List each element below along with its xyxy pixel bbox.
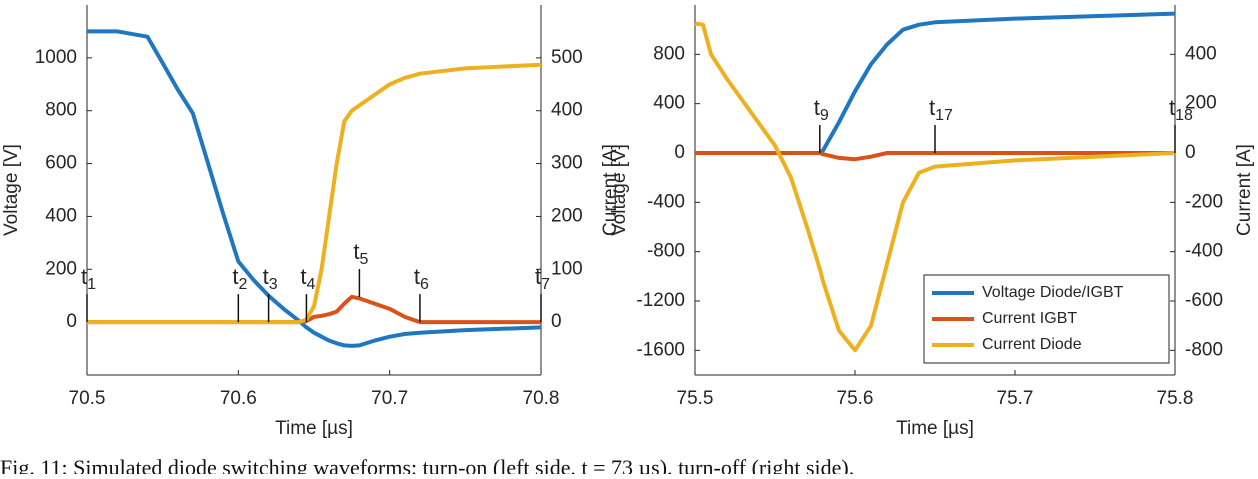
y-tick-label: 400	[45, 205, 77, 226]
annotation-text: t	[814, 95, 820, 120]
annotation-sub: 18	[1175, 107, 1193, 124]
annotation: t17	[929, 95, 953, 124]
x-axis-label: Time [µs]	[896, 418, 974, 439]
y2-tick-label: -200	[1185, 191, 1223, 212]
annotation: t2	[232, 264, 247, 293]
annotation-text: t	[300, 264, 306, 289]
series-line	[87, 29, 542, 348]
legend-label: Voltage Diode/IGBT	[982, 284, 1124, 301]
annotation-text: t	[535, 264, 541, 289]
y-tick-label: -800	[647, 241, 685, 262]
y2-tick-label: 400	[551, 100, 583, 121]
x-tick-label: 75.6	[837, 388, 874, 409]
annotation-sub: 2	[238, 276, 247, 293]
legend-label: Current IGBT	[982, 310, 1077, 327]
y2-tick-label: 500	[551, 47, 583, 68]
annotation-text: t	[929, 95, 935, 120]
x-tick-label: 70.6	[220, 388, 257, 409]
annotation: t18	[1169, 95, 1193, 124]
y-tick-label: 600	[45, 153, 77, 174]
y2-axis-label: Current [A]	[1234, 144, 1255, 236]
x-tick-label: 70.5	[69, 388, 106, 409]
y2-tick-label: 300	[551, 153, 583, 174]
series-line	[694, 21, 1176, 353]
y-axis-label: Voltage [V]	[1, 144, 22, 236]
y-tick-label: 800	[45, 100, 77, 121]
annotation: t1	[81, 264, 96, 293]
y2-tick-label: 400	[1185, 43, 1217, 64]
y-tick-label: -1600	[636, 339, 685, 360]
annotation-sub: 6	[420, 276, 429, 293]
annotation: t4	[300, 264, 315, 293]
y2-tick-label: -400	[1185, 241, 1223, 262]
annotation-text: t	[1169, 95, 1175, 120]
annotation-sub: 5	[360, 251, 369, 268]
y-tick-label: -400	[647, 191, 685, 212]
y-tick-label: 0	[66, 311, 77, 332]
x-tick-label: 75.5	[677, 388, 714, 409]
y2-tick-label: 200	[551, 205, 583, 226]
y-tick-label: 0	[674, 142, 685, 163]
caption: Fig. 11: Simulated diode switching wavef…	[0, 455, 854, 474]
annotation-sub: 3	[269, 276, 278, 293]
y-tick-label: 800	[653, 43, 685, 64]
annotation: t9	[814, 95, 829, 124]
y2-tick-label: -800	[1185, 339, 1223, 360]
annotation-text: t	[81, 264, 87, 289]
series-line	[695, 151, 1175, 162]
x-tick-label: 70.8	[523, 388, 560, 409]
annotation-sub: 1	[87, 276, 96, 293]
legend-label: Current Diode	[982, 336, 1082, 353]
y2-axis-label: Current [A]	[600, 144, 621, 236]
annotation-sub: 4	[307, 276, 316, 293]
annotation: t7	[535, 264, 550, 293]
annotation: t6	[414, 264, 429, 293]
x-tick-label: 75.7	[997, 388, 1034, 409]
x-tick-label: 75.8	[1157, 388, 1194, 409]
y2-tick-label: -600	[1185, 290, 1223, 311]
annotation-text: t	[414, 264, 420, 289]
y-tick-label: 1000	[35, 47, 77, 68]
annotation: t3	[263, 264, 278, 293]
y-axis-label: Voltage [V]	[609, 144, 630, 236]
x-tick-label: 70.7	[371, 388, 408, 409]
y-tick-label: 400	[653, 93, 685, 114]
annotation-text: t	[232, 264, 238, 289]
y-tick-label: 200	[45, 258, 77, 279]
annotation-sub: 7	[541, 276, 550, 293]
x-axis-label: Time [µs]	[275, 418, 353, 439]
annotation-sub: 17	[935, 107, 953, 124]
annotation-text: t	[263, 264, 269, 289]
y2-tick-label: 0	[1185, 142, 1196, 163]
annotation: t5	[353, 239, 368, 268]
y2-tick-label: 200	[1185, 93, 1217, 114]
y2-tick-label: 100	[551, 258, 583, 279]
annotation-sub: 9	[820, 107, 829, 124]
annotation-text: t	[353, 239, 359, 264]
y2-tick-label: 0	[551, 311, 562, 332]
y-tick-label: -1200	[636, 290, 685, 311]
